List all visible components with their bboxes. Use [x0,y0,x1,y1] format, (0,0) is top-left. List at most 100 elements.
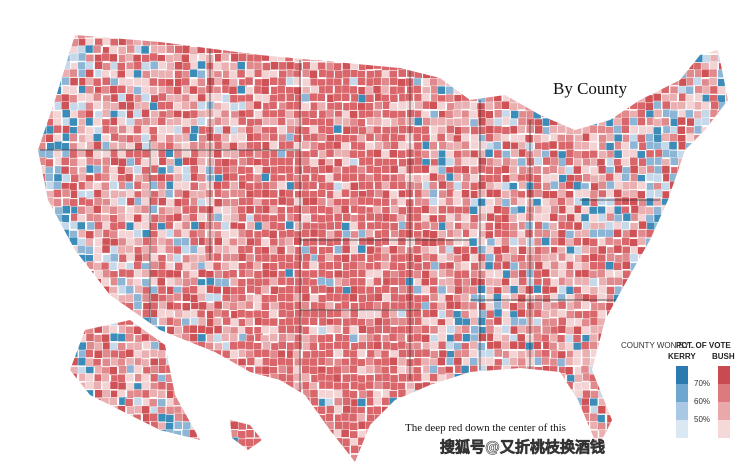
county [317,53,326,62]
county [61,93,70,103]
county [494,229,503,238]
county [646,172,655,182]
county [85,238,94,247]
county [638,37,647,46]
county [150,461,159,462]
county [502,62,511,72]
county [709,229,719,239]
county [462,86,472,95]
county [437,366,447,376]
county [517,197,526,207]
county [581,326,591,335]
county [220,333,230,342]
county [694,142,704,151]
county [334,333,344,342]
county [598,373,607,382]
county [62,254,71,263]
county [38,206,39,215]
county [429,189,438,198]
county [110,253,119,262]
county [349,101,358,111]
county [541,310,550,319]
county [38,126,48,135]
county [54,286,63,295]
county [550,278,560,288]
county [669,245,678,255]
county [701,357,710,367]
county [622,437,632,447]
county [270,61,279,71]
county [269,181,278,190]
county [581,206,590,215]
county [366,310,375,320]
county [445,213,455,222]
county [372,333,382,343]
county [166,125,175,134]
county [374,101,383,110]
county [54,318,63,327]
county [534,221,543,230]
county [133,134,142,144]
county [46,397,55,406]
county [45,333,55,342]
county [230,437,239,446]
county [710,181,719,191]
county [229,444,238,454]
county [542,325,551,335]
county [270,35,279,40]
county [101,109,111,118]
county [654,253,664,262]
county [725,68,728,78]
county [374,181,383,190]
county [422,261,431,270]
county [85,69,94,78]
county [637,437,647,446]
legend-swatch [676,402,688,420]
county [270,173,279,183]
county [149,180,158,190]
county [710,301,720,311]
county [197,86,206,96]
county [693,463,701,471]
county [533,332,542,342]
county [349,197,358,207]
county [461,100,471,110]
county [38,334,39,344]
county [718,35,727,39]
county [269,358,278,367]
county [302,68,311,78]
county [638,463,646,471]
county [471,462,479,470]
county [237,245,247,255]
county [214,174,223,183]
county [533,174,542,183]
county [654,366,663,375]
county [181,453,190,462]
county [718,453,727,462]
county [381,236,390,246]
county [229,238,238,247]
county [548,70,558,80]
county [308,181,318,190]
county [38,85,46,94]
county [206,277,215,287]
county [38,398,40,407]
county [614,164,623,174]
county [509,340,518,350]
county [38,463,46,471]
county [477,198,486,207]
county [253,174,263,183]
county [204,252,214,262]
county [150,157,159,167]
county [558,390,567,399]
county [165,334,175,343]
county [380,350,390,359]
county [94,422,103,431]
county [70,397,79,407]
county [701,453,710,462]
county [125,445,135,455]
county [46,390,55,399]
caption: The deep red down the center of this [405,422,566,434]
county [245,205,255,214]
county [182,421,191,431]
